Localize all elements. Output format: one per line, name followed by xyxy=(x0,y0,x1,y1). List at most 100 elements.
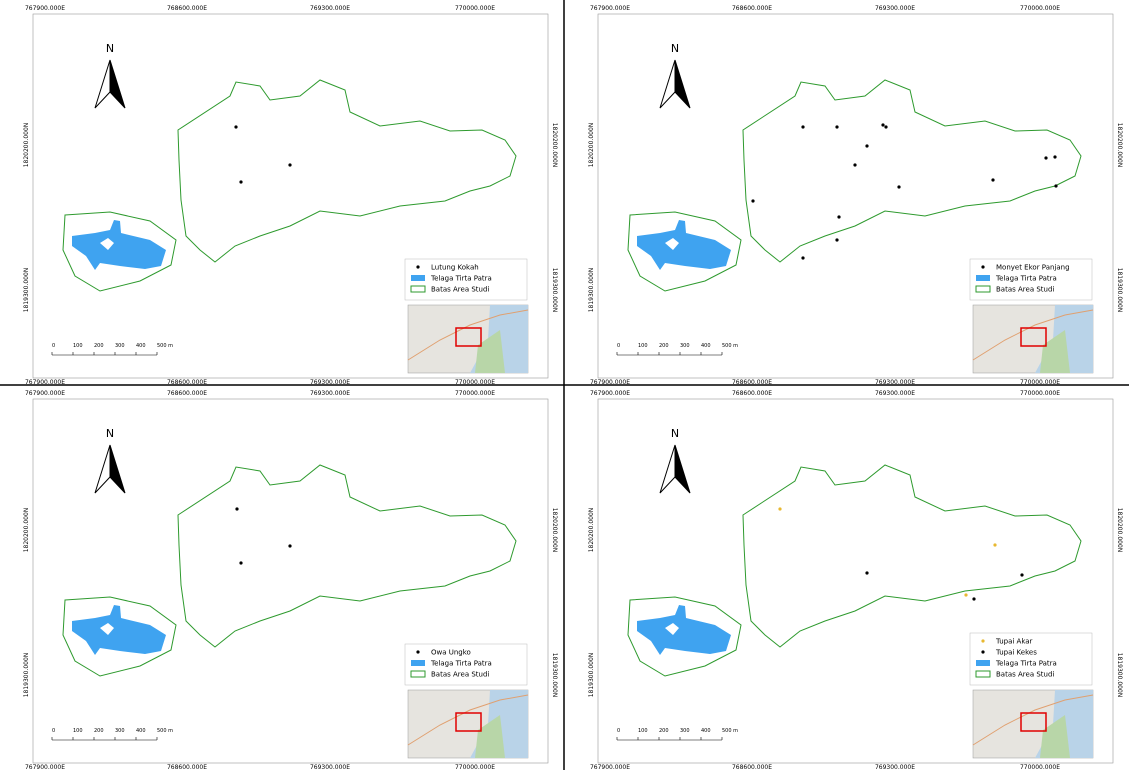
x-coordinate-label: 769300.000E xyxy=(875,390,915,397)
legend-label: Batas Area Studi xyxy=(431,286,489,294)
y-coordinate-label: 1819300.000N xyxy=(1116,653,1123,698)
x-coordinate-label: 769300.000E xyxy=(875,5,915,12)
scale-label: 0 xyxy=(52,343,55,349)
observation-point xyxy=(801,256,804,259)
y-coordinate-label: 1820200.000N xyxy=(588,508,595,553)
scale-label: 500 m xyxy=(157,728,173,734)
legend-label: Lutung Kokah xyxy=(431,264,479,272)
y-coordinate-label: 1820200.000N xyxy=(23,508,30,553)
scale-label: 500 m xyxy=(722,343,738,349)
x-coordinate-label: 769300.000E xyxy=(310,764,350,770)
x-coordinate-label: 767900.000E xyxy=(25,5,65,12)
maps: 767900.000E 767900.000E 768600.000E 768600.… xyxy=(0,0,1129,770)
y-coordinate-label: 1820200.000N xyxy=(588,123,595,168)
x-coordinate-label: 767900.000E xyxy=(25,764,65,770)
legend-label: Batas Area Studi xyxy=(431,671,489,679)
map-panel: 767900.000E767900.000E768600.000E768600.… xyxy=(23,390,558,770)
observation-point xyxy=(234,125,237,128)
observation-point xyxy=(897,185,900,188)
observation-point xyxy=(884,125,887,128)
observation-point xyxy=(1044,156,1047,159)
observation-point xyxy=(835,238,838,241)
study-area-boundary xyxy=(178,465,516,647)
observation-point xyxy=(964,593,967,596)
scale-label: 500 m xyxy=(157,343,173,349)
x-coordinate-label: 767900.000E xyxy=(590,390,630,397)
x-coordinate-label: 770000.000E xyxy=(455,390,495,397)
x-coordinate-label: 768600.000E xyxy=(167,764,207,770)
x-coordinate-label: 768600.000E xyxy=(167,379,207,386)
lake xyxy=(637,220,731,270)
scale-label: 300 xyxy=(115,728,125,734)
legend-label: Telaga Tirta Patra xyxy=(430,660,492,668)
scale-label: 300 xyxy=(680,728,690,734)
legend-label: Batas Area Studi xyxy=(996,286,1054,294)
study-area-boundary xyxy=(743,465,1081,647)
scale-label: 100 xyxy=(638,343,648,349)
scale-label: 400 xyxy=(136,728,146,734)
scale-label: 200 xyxy=(94,343,104,349)
study-area-boundary xyxy=(178,80,516,262)
x-coordinate-label: 770000.000E xyxy=(455,764,495,770)
north-label: N xyxy=(671,427,679,440)
legend-symbol xyxy=(981,265,984,268)
x-coordinate-label: 768600.000E xyxy=(732,379,772,386)
scale-label: 100 xyxy=(638,728,648,734)
x-coordinate-label: 770000.000E xyxy=(1020,764,1060,770)
lake xyxy=(72,220,166,270)
north-arrow xyxy=(110,60,125,108)
x-coordinate-label: 767900.000E xyxy=(25,379,65,386)
x-coordinate-label: 768600.000E xyxy=(732,5,772,12)
x-coordinate-label: 769300.000E xyxy=(310,5,350,12)
scale-label: 300 xyxy=(680,343,690,349)
scale-label: 400 xyxy=(701,728,711,734)
map-panel: 767900.000E767900.000E768600.000E768600.… xyxy=(588,390,1123,770)
north-arrow xyxy=(675,445,690,493)
north-arrow xyxy=(675,60,690,108)
legend-label: Tupai Akar xyxy=(995,638,1033,646)
y-coordinate-label: 1820200.000N xyxy=(1116,508,1123,553)
lake xyxy=(637,605,731,655)
scale-label: 300 xyxy=(115,343,125,349)
observation-point xyxy=(1020,573,1023,576)
north-label: N xyxy=(106,42,114,55)
observation-point xyxy=(991,178,994,181)
y-coordinate-label: 1819300.000N xyxy=(588,268,595,313)
scale-label: 0 xyxy=(617,343,620,349)
legend-symbol xyxy=(411,275,425,281)
scale-label: 400 xyxy=(136,343,146,349)
map-panel: 767900.000E767900.000E768600.000E768600.… xyxy=(23,5,558,386)
north-label: N xyxy=(671,42,679,55)
observation-point xyxy=(1054,184,1057,187)
observation-point xyxy=(865,571,868,574)
x-coordinate-label: 768600.000E xyxy=(732,764,772,770)
legend-label: Owa Ungko xyxy=(431,649,471,657)
y-coordinate-label: 1820200.000N xyxy=(551,508,558,553)
north-arrow xyxy=(95,445,110,493)
observation-point xyxy=(865,144,868,147)
y-coordinate-label: 1819300.000N xyxy=(23,268,30,313)
y-coordinate-label: 1819300.000N xyxy=(588,653,595,698)
legend-symbol xyxy=(411,660,425,666)
legend-symbol xyxy=(976,660,990,666)
north-arrow xyxy=(660,445,675,493)
observation-point xyxy=(751,199,754,202)
scale-label: 500 m xyxy=(722,728,738,734)
observation-point xyxy=(239,180,242,183)
observation-point xyxy=(835,125,838,128)
y-coordinate-label: 1820200.000N xyxy=(1116,123,1123,168)
x-coordinate-label: 770000.000E xyxy=(1020,379,1060,386)
observation-point xyxy=(853,163,856,166)
observation-point xyxy=(801,125,804,128)
x-coordinate-label: 767900.000E xyxy=(590,764,630,770)
legend-symbol xyxy=(416,650,419,653)
observation-point xyxy=(972,597,975,600)
y-coordinate-label: 1819300.000N xyxy=(551,653,558,698)
legend-symbol xyxy=(981,650,984,653)
x-coordinate-label: 769300.000E xyxy=(875,764,915,770)
scale-label: 200 xyxy=(659,728,669,734)
x-coordinate-label: 770000.000E xyxy=(455,5,495,12)
scale-label: 200 xyxy=(94,728,104,734)
scale-label: 100 xyxy=(73,728,83,734)
x-coordinate-label: 770000.000E xyxy=(1020,5,1060,12)
